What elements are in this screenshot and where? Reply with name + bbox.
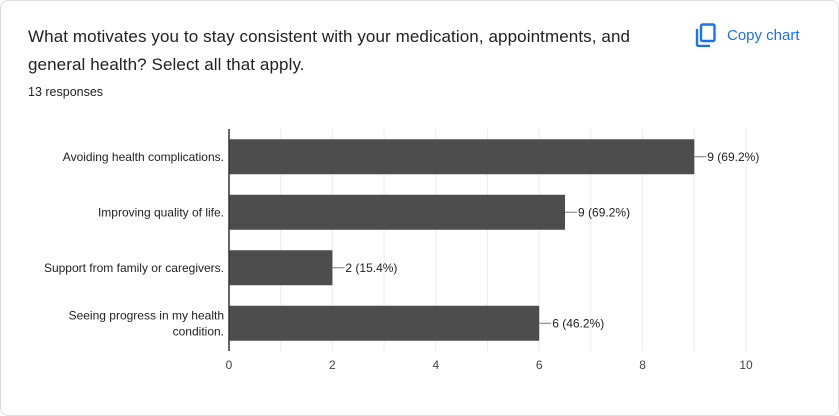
category-label: Support from family or caregivers. — [44, 261, 224, 275]
response-count: 13 responses — [28, 85, 104, 99]
category-label: condition. — [173, 324, 224, 338]
bar — [229, 194, 566, 230]
data-label: 9 (69.2%) — [707, 150, 759, 164]
bar — [229, 250, 333, 286]
bar — [229, 139, 695, 175]
x-tick-label: 10 — [739, 358, 753, 372]
data-label: 9 (69.2%) — [578, 205, 630, 219]
x-tick-label: 8 — [639, 358, 646, 372]
data-label: 6 (46.2%) — [552, 316, 604, 330]
category-label: Avoiding health complications. — [63, 150, 224, 164]
x-tick-label: 0 — [226, 358, 233, 372]
x-tick-label: 2 — [329, 358, 336, 372]
x-tick-label: 4 — [432, 358, 439, 372]
copy-icon — [695, 23, 717, 47]
copy-chart-label: Copy chart — [727, 26, 800, 44]
category-label: Improving quality of life. — [98, 205, 224, 219]
question-title: What motivates you to stay consistent wi… — [28, 27, 631, 74]
x-tick-label: 6 — [536, 358, 543, 372]
data-label: 2 (15.4%) — [345, 261, 397, 275]
category-label: Seeing progress in my health — [69, 308, 224, 322]
copy-chart-button[interactable]: Copy chart — [689, 19, 806, 51]
bar — [229, 305, 540, 341]
